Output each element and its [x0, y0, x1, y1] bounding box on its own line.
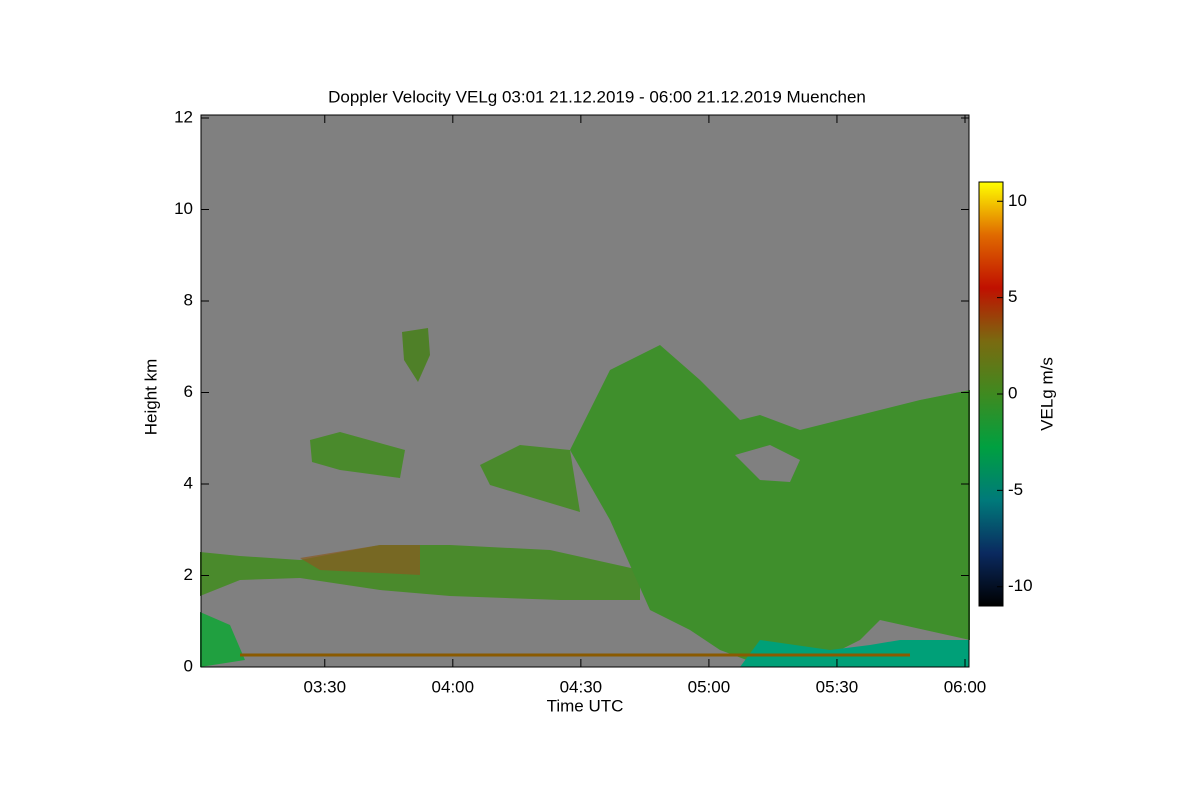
- echo-layer: [200, 328, 970, 667]
- plot-frame: [200, 114, 970, 668]
- y-tick-label: 4: [184, 473, 193, 492]
- x-tick-label: 04:30: [560, 677, 603, 696]
- echo-region: [480, 445, 580, 512]
- echo-gap: [735, 445, 800, 482]
- colorbar-tick-label: 10: [1008, 191, 1027, 210]
- y-tick-label: 8: [184, 290, 193, 309]
- colorbar-label: VELg m/s: [1037, 357, 1056, 431]
- y-tick-label: 10: [174, 199, 193, 218]
- y-tick-label: 12: [174, 107, 193, 126]
- colorbar-tick-label: 0: [1008, 383, 1017, 402]
- x-axis-label: Time UTC: [547, 696, 624, 715]
- colorbar-tick-label: -10: [1008, 576, 1033, 595]
- y-tick-label: 2: [184, 565, 193, 584]
- echo-region: [310, 432, 405, 478]
- echo-region: [200, 612, 245, 667]
- x-tick-label: 03:30: [303, 677, 346, 696]
- colorbar-tick-label: 5: [1008, 287, 1017, 306]
- chart-title: Doppler Velocity VELg 03:01 21.12.2019 -…: [328, 87, 866, 106]
- y-tick-label: 0: [184, 656, 193, 675]
- echo-region: [570, 345, 970, 665]
- echo-region: [300, 545, 420, 575]
- x-tick-label: 06:00: [944, 677, 987, 696]
- x-tick-label: 05:30: [816, 677, 859, 696]
- x-tick-label: 05:00: [688, 677, 731, 696]
- x-tick-label: 04:00: [432, 677, 475, 696]
- colorbar-tick-label: -5: [1008, 480, 1023, 499]
- y-tick-label: 6: [184, 382, 193, 401]
- y-axis-label: Height km: [141, 359, 160, 436]
- echo-region: [402, 328, 430, 382]
